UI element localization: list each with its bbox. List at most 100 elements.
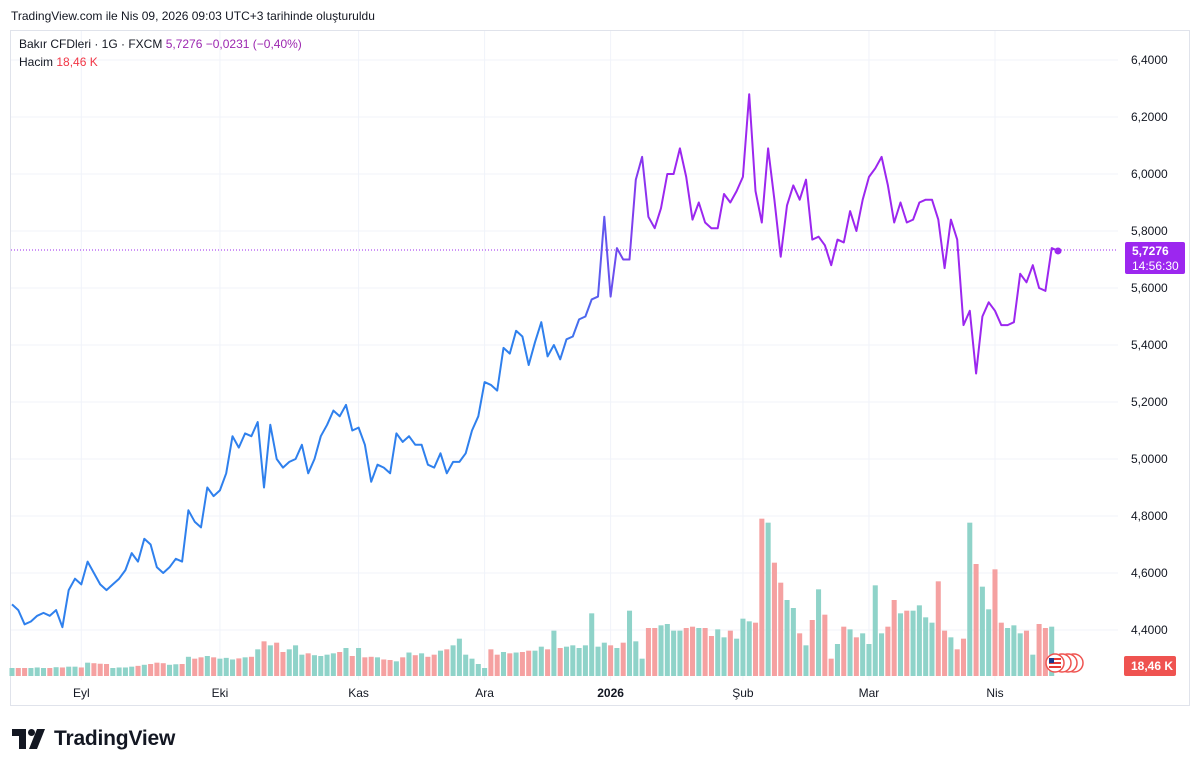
volume-bar (22, 668, 28, 676)
symbol-name: Bakır CFDleri · 1G · FXCM (19, 37, 163, 51)
volume-bar (595, 646, 601, 676)
volume-bar (248, 656, 254, 676)
volume-bar (167, 664, 173, 676)
volume-bar (721, 637, 727, 676)
x-tick-label: Ara (475, 686, 494, 700)
volume-bar (110, 668, 116, 676)
volume-bar (368, 656, 374, 676)
y-tick-label: 6,2000 (1131, 110, 1168, 124)
volume-bar (437, 650, 444, 676)
y-tick-label: 5,8000 (1131, 224, 1168, 238)
volume-bar (897, 613, 903, 676)
volume-bar (406, 652, 412, 676)
volume-bar (608, 645, 614, 676)
volume-bar (185, 656, 191, 676)
volume-bar (916, 605, 922, 676)
volume-bar (293, 645, 299, 676)
volume-bar (790, 608, 796, 676)
symbol-change: −0,0231 (−0,40%) (205, 37, 302, 51)
volume-bar (563, 646, 570, 676)
volume-bar (47, 668, 53, 676)
volume-bar (910, 610, 916, 676)
volume-bar (620, 642, 626, 676)
chart-frame[interactable] (10, 30, 1190, 706)
volume-bar (122, 667, 128, 676)
volume-bar (734, 638, 740, 676)
x-tick-label: Nis (986, 686, 1003, 700)
symbol-legend[interactable]: Bakır CFDleri · 1G · FXCM 5,7276 −0,0231… (19, 37, 302, 51)
volume-bar (53, 667, 59, 676)
volume-bar (797, 633, 803, 676)
volume-bar (400, 657, 406, 676)
volume-bar (469, 658, 475, 676)
volume-bar (1049, 626, 1055, 676)
volume-bar (872, 585, 878, 676)
volume-bar (664, 624, 670, 676)
tradingview-logo-text: TradingView (54, 727, 176, 750)
volume-bar (431, 654, 437, 676)
price-axis[interactable]: 4,4000 4,6000 4,8000 5,0000 5,2000 5,4000 5,60… (1131, 53, 1168, 637)
us-flag-icon[interactable] (1045, 653, 1065, 673)
volume-bar (702, 628, 708, 676)
tradingview-logo-icon (12, 729, 45, 749)
volume-bar (173, 664, 179, 676)
volume-bar (211, 657, 217, 676)
volume-bar (482, 668, 488, 676)
volume-bar (500, 652, 507, 676)
symbol-price: 5,7276 (165, 37, 203, 51)
volume-bars (9, 518, 1055, 676)
volume-bar (904, 610, 910, 676)
x-tick-label: Eyl (73, 686, 90, 700)
volume-bar (803, 645, 809, 676)
volume-bar (771, 562, 777, 676)
price-line (11, 93, 1059, 629)
volume-bar (337, 652, 343, 676)
volume-bar (891, 600, 897, 676)
volume-bar (356, 648, 362, 676)
volume-bar (1023, 630, 1030, 676)
volume-bar (879, 633, 885, 676)
tradingview-logo[interactable]: TradingView (12, 727, 175, 751)
volume-bar (1017, 633, 1023, 676)
volume-bar (148, 664, 154, 676)
event-markers[interactable] (1045, 653, 1084, 673)
volume-bar (230, 659, 236, 676)
volume-bar (601, 642, 607, 676)
volume-legend[interactable]: Hacim 18,46 K (19, 55, 98, 69)
volume-bar (223, 657, 229, 676)
volume-value: 18,46 K (56, 55, 98, 69)
volume-bar (765, 522, 771, 676)
volume-bar (690, 626, 696, 676)
volume-tag-value: 18,46 K (1131, 659, 1173, 673)
volume-bar (330, 653, 336, 676)
volume-bar (34, 667, 40, 676)
price-line-group (11, 93, 1118, 629)
y-tick-label: 5,6000 (1131, 281, 1168, 295)
x-tick-label: Mar (859, 686, 880, 700)
volume-bar (967, 522, 973, 676)
volume-bar (393, 661, 399, 676)
volume-bar (809, 620, 815, 676)
volume-bar (192, 658, 198, 676)
volume-bar (59, 667, 65, 676)
volume-bar (255, 649, 261, 676)
volume-bar (652, 628, 658, 676)
volume-bar (135, 665, 141, 676)
volume-bar (85, 662, 91, 676)
volume-bar (261, 641, 267, 676)
volume-bar (822, 614, 828, 676)
y-tick-label: 5,0000 (1131, 452, 1168, 466)
volume-bar (28, 668, 34, 676)
volume-bar (715, 629, 721, 676)
volume-bar (267, 645, 273, 676)
volume-bar (816, 589, 822, 676)
volume-bar (236, 658, 242, 676)
volume-bar (15, 668, 21, 676)
chart-caption: TradingView.com ile Nis 09, 2026 09:03 U… (11, 9, 375, 23)
time-axis[interactable]: Eyl Eki Kas Ara 2026 Şub Mar Nis (73, 686, 1004, 700)
grid-lines (11, 31, 1118, 680)
volume-bar (778, 582, 784, 676)
last-price-value: 5,7276 (1132, 244, 1169, 258)
volume-bar (658, 625, 664, 676)
